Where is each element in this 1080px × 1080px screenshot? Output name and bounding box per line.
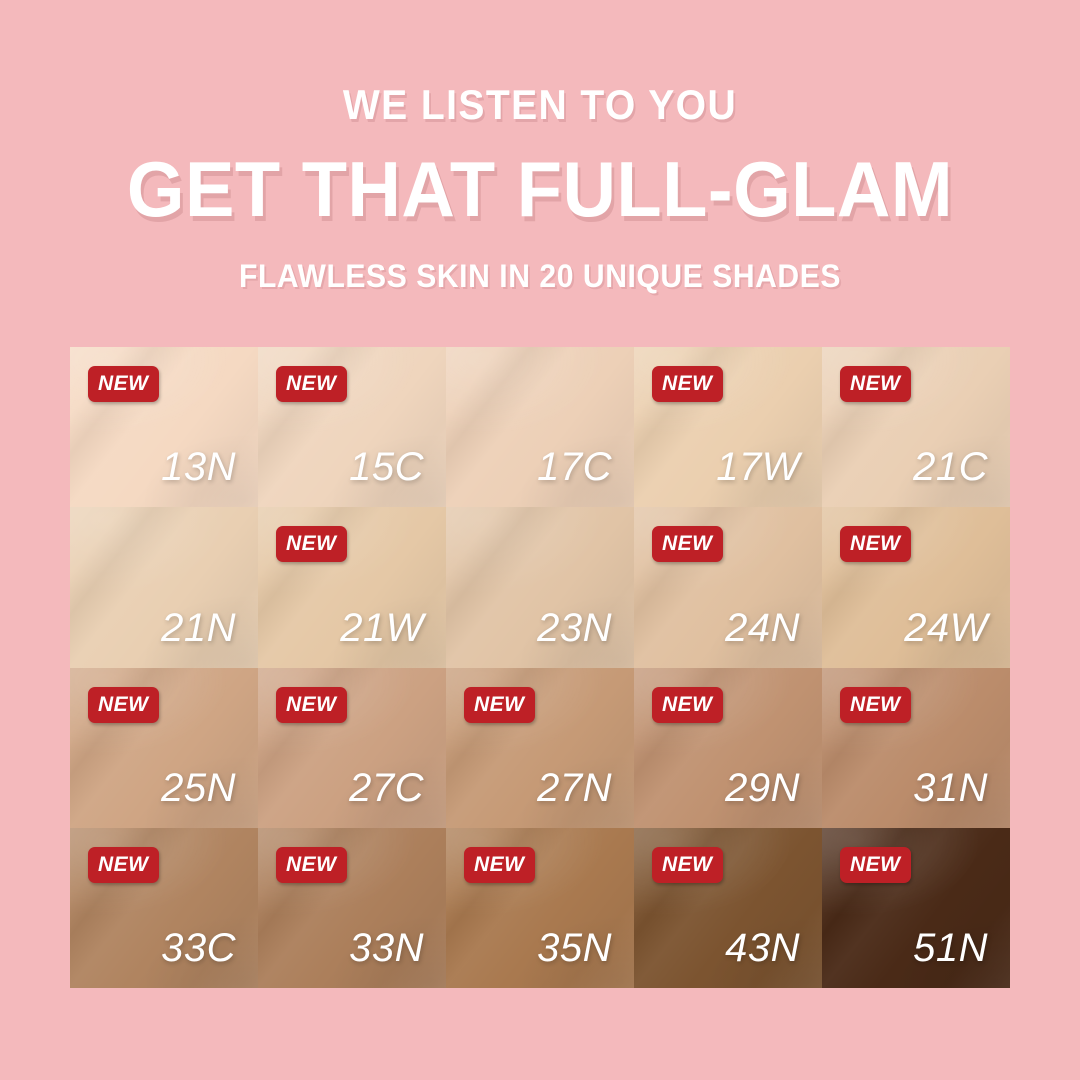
new-badge: NEW [840, 846, 911, 883]
shade-swatch[interactable]: NEW 29N [634, 667, 822, 828]
shade-swatch[interactable]: NEW 27C [258, 667, 446, 828]
shade-label: 25N [161, 765, 236, 810]
shade-swatch[interactable]: NEW 25N [70, 667, 258, 828]
shade-label: 24N [725, 605, 800, 650]
new-badge: NEW [840, 686, 911, 723]
shade-swatch[interactable]: NEW 31N [822, 667, 1010, 828]
new-badge: NEW [652, 846, 723, 883]
shade-grid: NEW13NNEW15CNEW17CNEW17WNEW21CNEW21NNEW2… [70, 347, 1010, 988]
shade-swatch[interactable]: NEW 24W [822, 507, 1010, 668]
shade-label: 31N [913, 765, 988, 810]
new-badge: NEW [652, 686, 723, 723]
shade-label: 43N [725, 926, 800, 970]
new-badge: NEW [88, 846, 159, 883]
shade-label: 21W [340, 605, 424, 650]
shade-label: 33C [161, 926, 236, 970]
shade-swatch[interactable]: NEW 21W [258, 507, 446, 668]
shade-swatch[interactable]: NEW 15C [258, 347, 446, 508]
shade-label: 15C [349, 445, 424, 490]
shade-swatch[interactable]: NEW 24N [634, 507, 822, 668]
shade-swatch[interactable]: NEW 13N [70, 347, 258, 508]
shade-label: 21N [161, 605, 236, 650]
new-badge: NEW [88, 686, 159, 723]
shade-label: 23N [537, 605, 612, 650]
shade-swatch[interactable]: NEW 33N [258, 827, 446, 988]
new-badge: NEW [276, 846, 347, 883]
shade-swatch[interactable]: NEW 21C [822, 347, 1010, 508]
shade-label: 24W [904, 605, 988, 650]
new-badge: NEW [276, 686, 347, 723]
new-badge: NEW [276, 366, 347, 402]
shade-label: 51N [913, 926, 988, 970]
page-title: GET THAT FULL-GLAM [126, 145, 954, 233]
shade-label: 27N [537, 765, 612, 810]
shade-label: 33N [349, 926, 424, 970]
subhead-text: FLAWLESS SKIN IN 20 UNIQUE SHADES [239, 258, 841, 294]
shade-label: 27C [349, 765, 424, 810]
shade-label: 17C [537, 445, 612, 490]
new-badge: NEW [652, 526, 723, 563]
new-badge: NEW [840, 526, 911, 563]
new-badge: NEW [464, 686, 535, 723]
shade-swatch[interactable]: NEW 35N [446, 827, 634, 988]
shade-label: 29N [725, 765, 800, 810]
new-badge: NEW [464, 846, 535, 883]
shade-swatch[interactable]: NEW 17W [634, 347, 822, 508]
shade-label: 17W [716, 445, 800, 490]
shade-swatch[interactable]: NEW21N [70, 507, 258, 668]
new-badge: NEW [88, 366, 159, 402]
eyebrow-text: WE LISTEN TO YOU [342, 81, 738, 128]
new-badge: NEW [840, 366, 911, 402]
shade-swatch[interactable]: NEW17C [446, 347, 634, 508]
shade-swatch[interactable]: NEW 33C [70, 827, 258, 988]
shade-swatch[interactable]: NEW23N [446, 507, 634, 668]
new-badge: NEW [276, 526, 347, 563]
shade-swatch[interactable]: NEW 27N [446, 667, 634, 828]
shade-swatch[interactable]: NEW 43N [634, 827, 822, 988]
shade-label: 13N [161, 445, 236, 490]
new-badge: NEW [652, 366, 723, 402]
shade-label: 35N [537, 926, 612, 970]
shade-swatch[interactable]: NEW 51N [822, 827, 1010, 988]
header-block: WE LISTEN TO YOU GET THAT FULL-GLAM FLAW… [0, 81, 1080, 294]
shade-label: 21C [913, 445, 988, 490]
